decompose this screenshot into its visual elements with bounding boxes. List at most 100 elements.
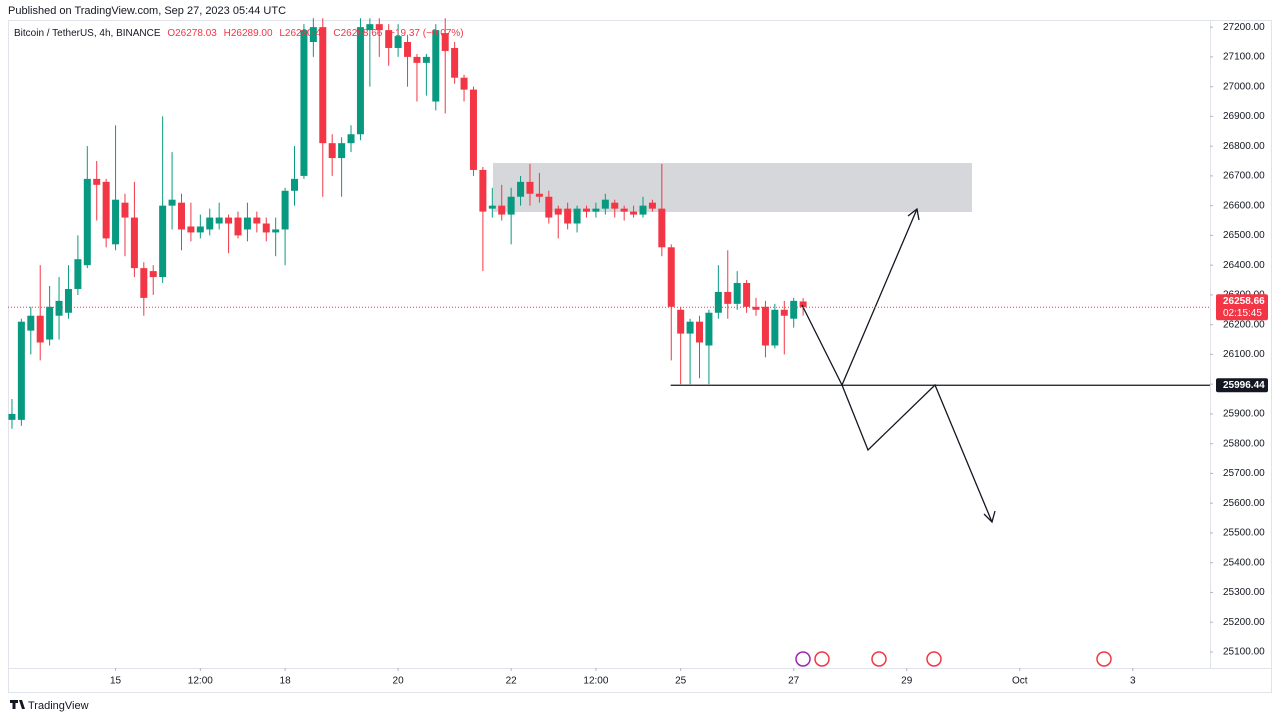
candle-body xyxy=(771,309,779,346)
candle-body xyxy=(479,169,487,212)
y-tick-label: 27100.00 xyxy=(1223,52,1265,63)
event-icon xyxy=(871,651,887,667)
x-tick-label: Oct xyxy=(1012,676,1028,687)
candle-body xyxy=(215,217,223,224)
frame xyxy=(8,20,1272,693)
event-icon xyxy=(814,651,830,667)
candle-body xyxy=(187,226,195,233)
candle-body xyxy=(658,208,666,248)
legend: Bitcoin / TetherUS, 4h, BINANCE O26278.0… xyxy=(14,28,464,39)
candle-body xyxy=(639,205,647,215)
candle-body xyxy=(300,30,308,176)
candle-body xyxy=(413,56,421,63)
candle-body xyxy=(517,181,525,197)
candle-body xyxy=(592,208,600,212)
x-tick-label: 3 xyxy=(1130,676,1136,687)
candle-body xyxy=(196,226,204,233)
candles xyxy=(8,18,807,429)
y-tick-label: 26600.00 xyxy=(1223,200,1265,211)
candle-body xyxy=(159,205,167,278)
brand: TradingView xyxy=(28,700,89,712)
x-tick-label: 27 xyxy=(788,676,800,687)
candle-body xyxy=(27,315,35,331)
event-icon xyxy=(926,651,942,667)
candle-body xyxy=(611,202,619,209)
candle-body xyxy=(441,33,449,51)
candle-body xyxy=(130,217,138,269)
candle-body xyxy=(281,190,289,230)
level-label: 25996.44 xyxy=(1223,380,1265,391)
candle-body xyxy=(460,77,468,90)
legend-symbol: Bitcoin / TetherUS, 4h, BINANCE xyxy=(14,28,161,39)
candle-body xyxy=(790,300,798,319)
candle-body xyxy=(780,309,788,316)
projection-up xyxy=(801,208,918,387)
y-tick-label: 25400.00 xyxy=(1223,557,1265,568)
candle-body xyxy=(74,259,82,289)
candle-body xyxy=(102,181,110,239)
candle-body xyxy=(752,306,760,310)
y-tick-label: 25500.00 xyxy=(1223,528,1265,539)
y-tick-label: 25300.00 xyxy=(1223,587,1265,598)
candle-body xyxy=(422,56,430,63)
candle-body xyxy=(234,217,242,236)
x-tick-label: 20 xyxy=(393,676,405,687)
event-icon xyxy=(795,651,811,667)
candle-body xyxy=(554,208,562,215)
candle-body xyxy=(648,202,656,209)
level-box xyxy=(1216,378,1268,393)
candle-body xyxy=(394,36,402,48)
candle-body xyxy=(46,306,54,340)
candle-body xyxy=(743,283,751,307)
candle-body xyxy=(64,288,72,313)
candle-body xyxy=(705,312,713,346)
candle-body xyxy=(469,89,477,170)
event-icon xyxy=(1096,651,1112,667)
candle-body xyxy=(488,205,496,209)
y-tick-label: 25800.00 xyxy=(1223,438,1265,449)
arrow-head xyxy=(907,207,920,221)
candle-body xyxy=(582,208,590,212)
candle-body xyxy=(667,247,675,307)
candle-body xyxy=(799,301,807,308)
y-tick-label: 25600.00 xyxy=(1223,498,1265,509)
candle-body xyxy=(149,271,157,278)
candle-body xyxy=(451,47,459,78)
y-tick-label: 27200.00 xyxy=(1223,22,1265,33)
candle-body xyxy=(714,291,722,313)
candle-body xyxy=(601,199,609,209)
x-tick-label: 12:00 xyxy=(188,676,213,687)
candle-body xyxy=(8,413,16,420)
arrow-head xyxy=(983,510,996,524)
candle-body xyxy=(535,193,543,197)
candle-body xyxy=(309,27,317,43)
candle-body xyxy=(83,178,91,266)
y-tick-label: 26400.00 xyxy=(1223,260,1265,271)
candle-body xyxy=(761,306,769,346)
candle-body xyxy=(677,309,685,334)
candle-body xyxy=(112,199,120,245)
candle-body xyxy=(291,178,299,191)
x-tick-label: 12:00 xyxy=(583,676,608,687)
candle-body xyxy=(347,134,355,144)
y-tick-label: 26100.00 xyxy=(1223,349,1265,360)
candle-body xyxy=(564,208,572,224)
candle-body xyxy=(404,42,412,57)
candle-body xyxy=(356,27,364,135)
projection-down xyxy=(841,383,993,523)
candle-body xyxy=(262,223,270,233)
candle-body xyxy=(328,143,336,159)
candle-body xyxy=(17,321,25,420)
candle-body xyxy=(55,300,63,316)
y-tick-label: 26800.00 xyxy=(1223,141,1265,152)
y-tick-label: 26900.00 xyxy=(1223,111,1265,122)
legend-high: H26289.00 xyxy=(224,28,273,39)
y-tick-label: 25700.00 xyxy=(1223,468,1265,479)
candle-body xyxy=(724,291,732,304)
candle-body xyxy=(620,208,628,212)
candle-body xyxy=(375,24,383,31)
published: Published on TradingView.com, Sep 27, 20… xyxy=(8,5,286,17)
legend-close: C26258.66 xyxy=(333,28,382,39)
